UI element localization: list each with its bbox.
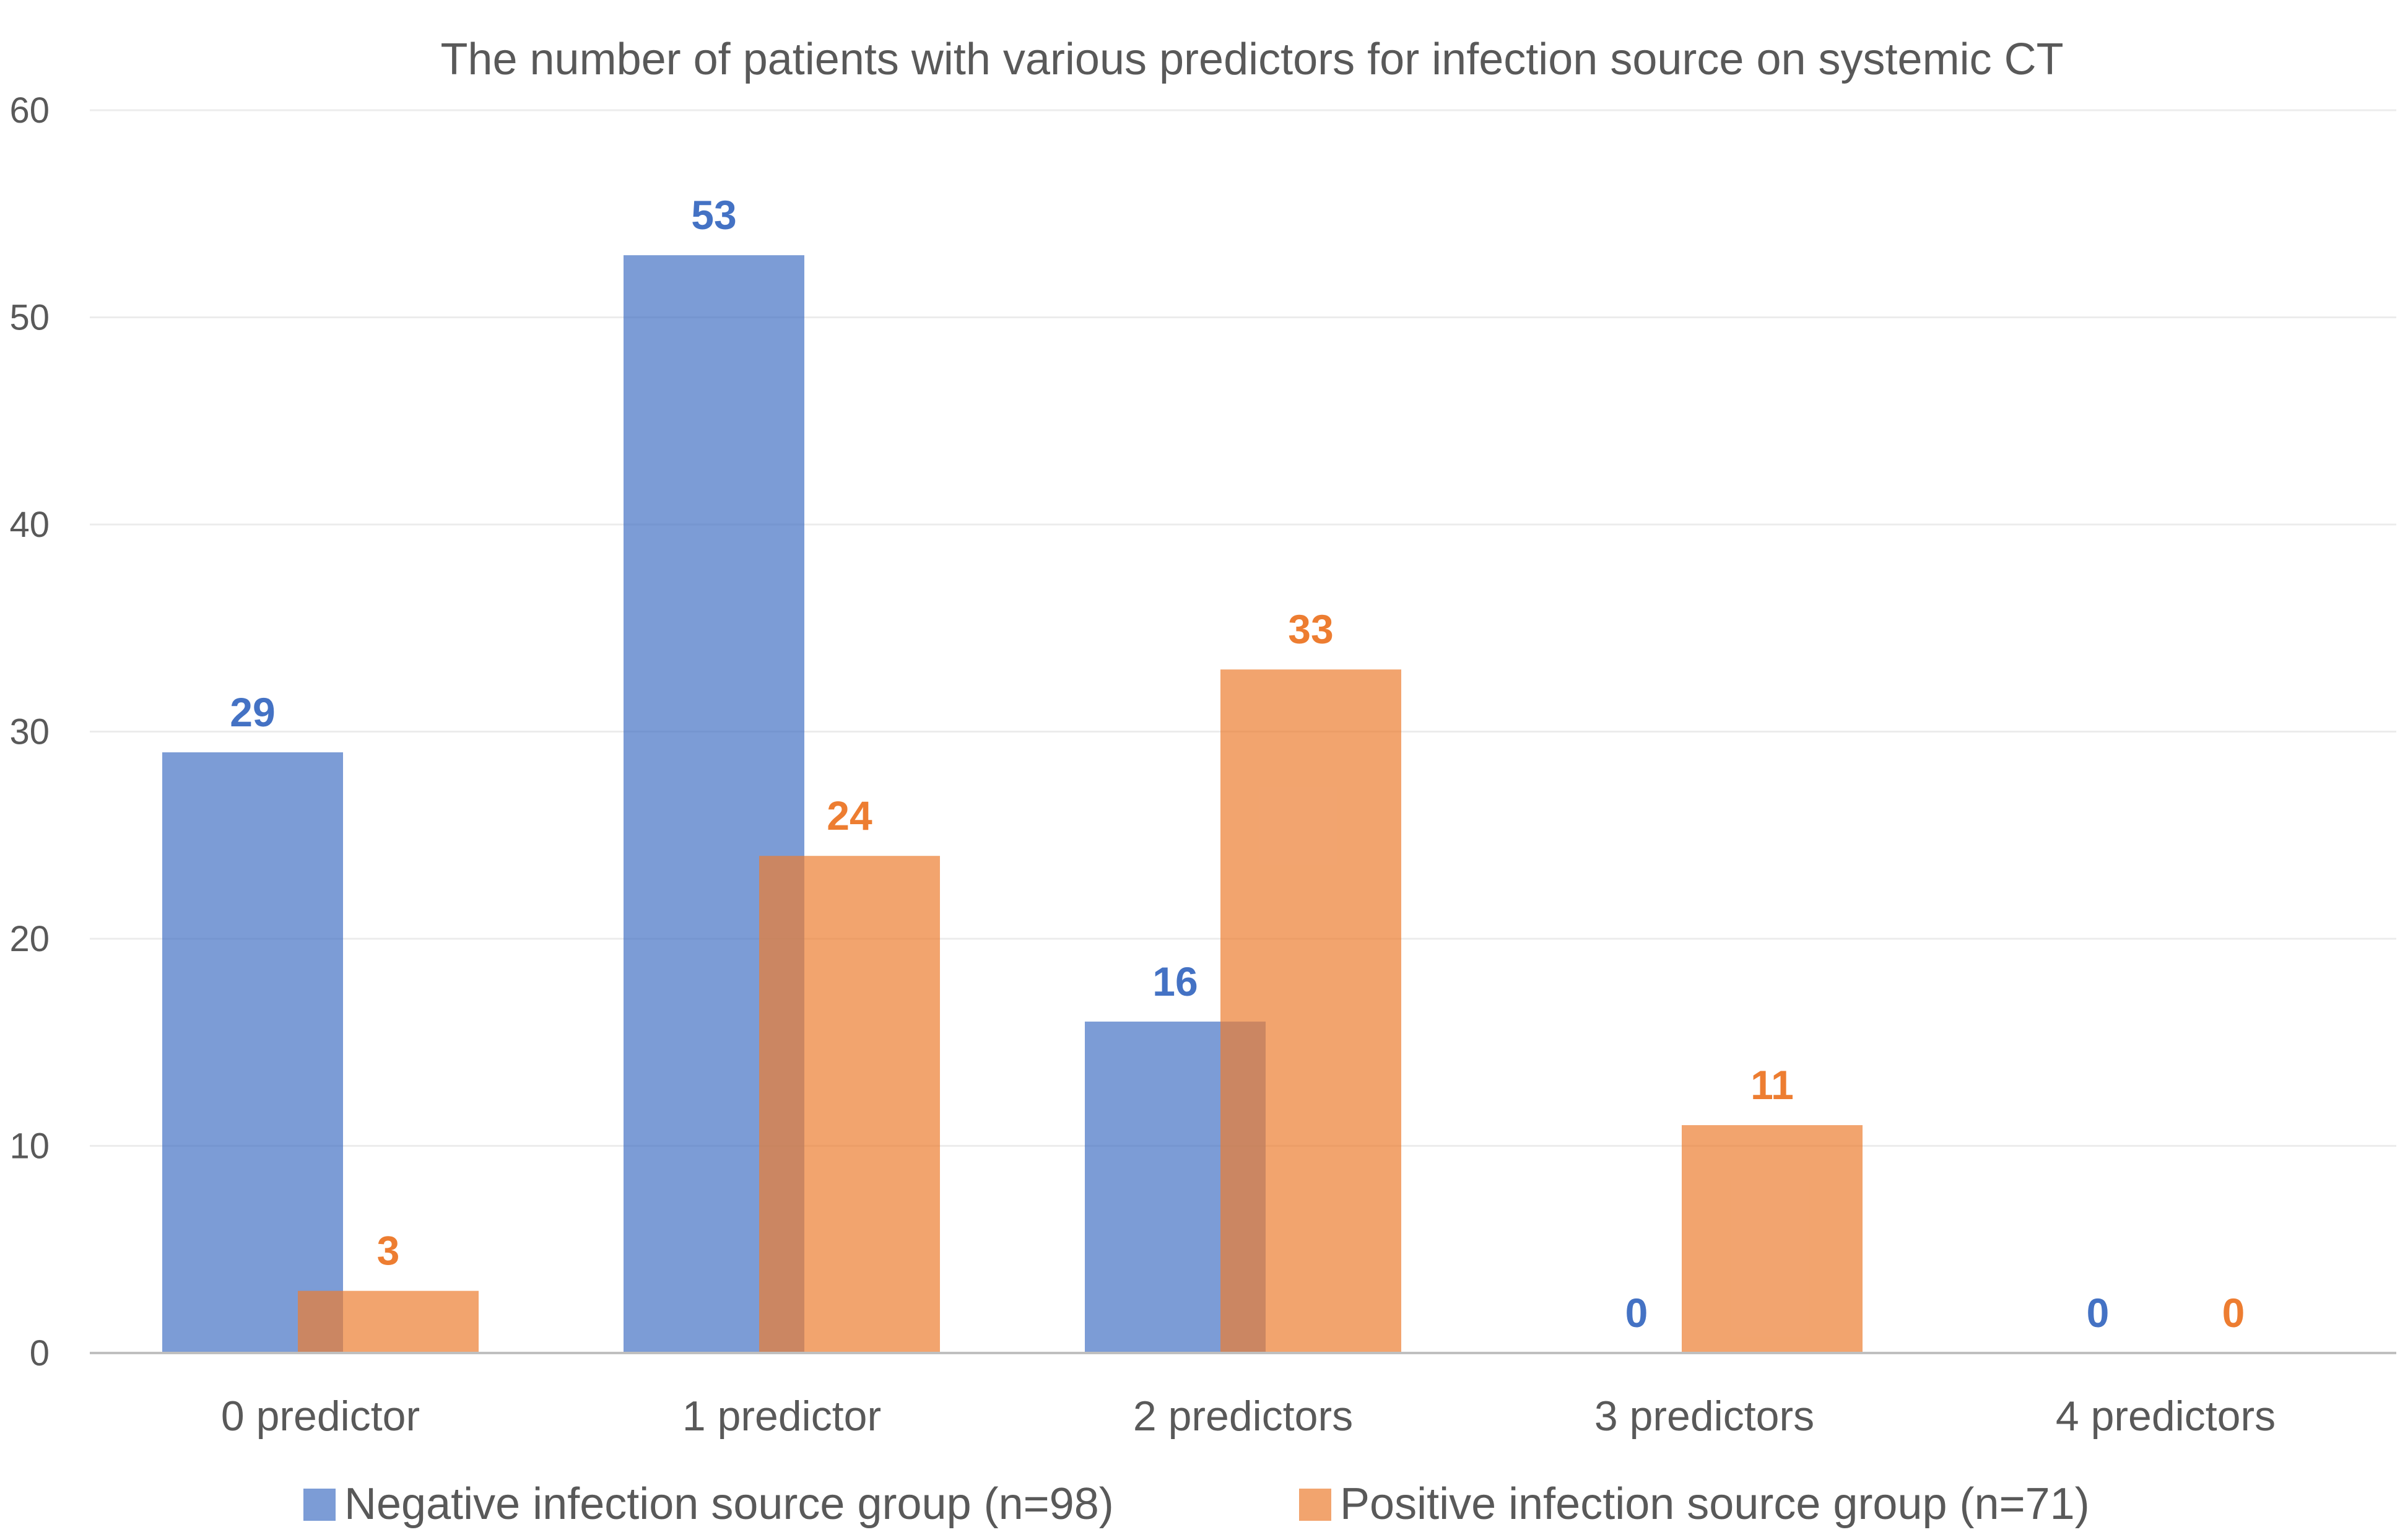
bars (162, 255, 1863, 1353)
y-tick-label: 40 (9, 505, 50, 545)
legend-label-positive: Positive infection source group (n=71) (1340, 1479, 2090, 1529)
x-tick-label: 0 predictor (221, 1393, 420, 1440)
data-label-negative: 0 (2087, 1290, 2110, 1336)
legend-label-negative: Negative infection source group (n=98) (344, 1479, 1114, 1529)
bar-positive (1220, 669, 1401, 1353)
data-labels: 29 3 53 24 16 33 0 11 0 0 (230, 192, 2245, 1336)
x-axis: 0 predictor 1 predictor 2 predictors 3 pred… (90, 1352, 2396, 1440)
y-tick-label: 50 (9, 298, 50, 338)
y-axis: 0 10 20 30 40 50 60 (9, 90, 50, 1373)
x-tick-label: 3 predictors (1594, 1393, 1814, 1440)
bar-negative (162, 752, 343, 1353)
legend-swatch-negative (303, 1489, 336, 1521)
y-tick-label: 30 (9, 712, 50, 752)
data-label-negative: 29 (230, 689, 275, 735)
data-label-negative: 53 (691, 192, 736, 238)
legend: Negative infection source group (n=98) P… (303, 1479, 2090, 1529)
y-tick-label: 10 (9, 1126, 50, 1167)
chart-title: The number of patients with various pred… (440, 35, 2063, 84)
x-tick-label: 2 predictors (1133, 1393, 1353, 1440)
legend-swatch-positive (1299, 1489, 1331, 1521)
bar-positive (759, 856, 940, 1353)
x-tick-label: 4 predictors (2056, 1393, 2276, 1440)
y-tick-label: 60 (9, 90, 50, 131)
data-label-positive: 0 (2222, 1290, 2245, 1336)
bar-positive (298, 1290, 479, 1353)
data-label-negative: 0 (1625, 1290, 1648, 1336)
data-label-negative: 16 (1152, 959, 1198, 1004)
data-label-positive: 3 (377, 1228, 400, 1274)
y-tick-label: 0 (30, 1333, 50, 1373)
bar-positive (1682, 1125, 1863, 1353)
data-label-positive: 11 (1750, 1062, 1794, 1108)
x-tick-label: 1 predictor (682, 1393, 881, 1440)
data-label-positive: 24 (827, 793, 872, 838)
data-label-positive: 33 (1288, 606, 1333, 652)
y-tick-label: 20 (9, 919, 50, 959)
